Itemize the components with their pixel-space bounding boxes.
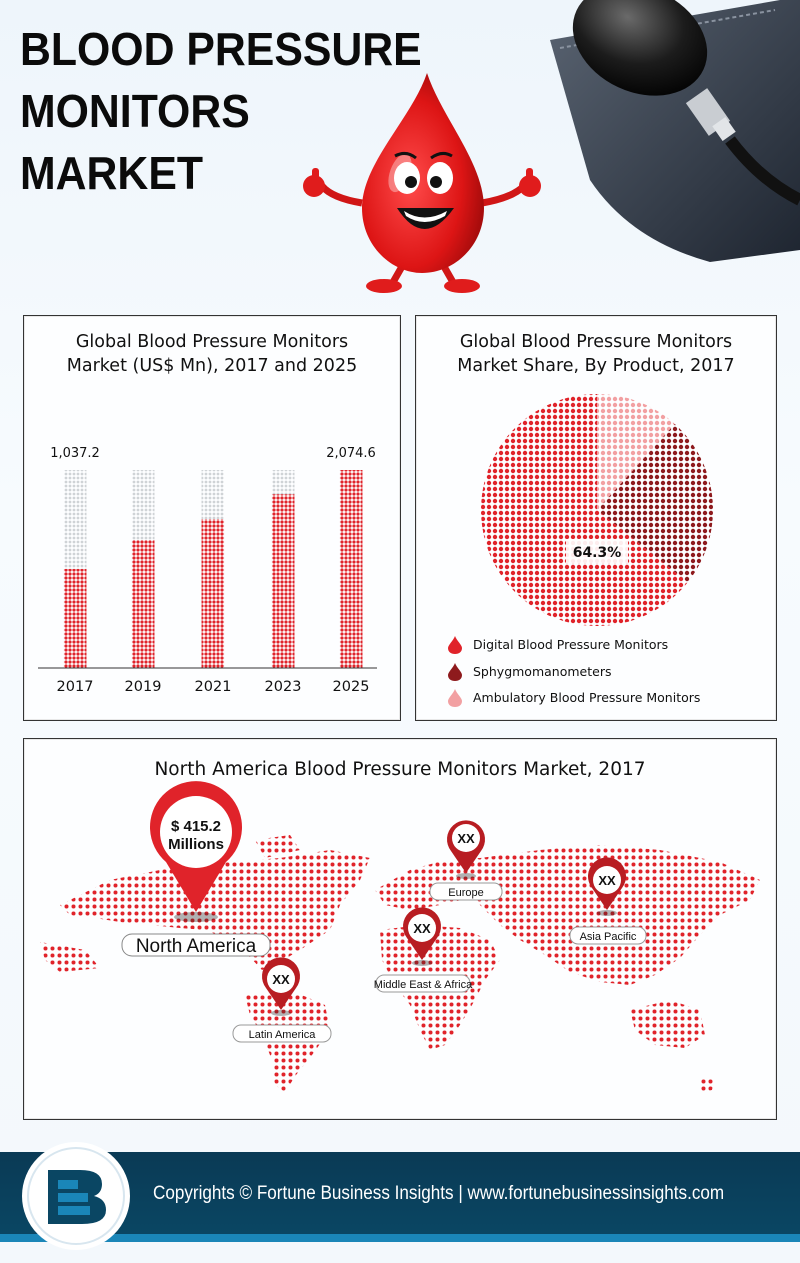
bar-2023 [271,494,295,668]
pie-chart-title-line-1: Global Blood Pressure Monitors [459,332,733,352]
bar-chart-title-line-2: Market (US$ Mn), 2017 and 2025 [66,356,358,376]
footer-bar [0,1152,800,1234]
latin-america-value: XX [272,972,290,987]
mea-label: Middle East & Africa [374,979,473,991]
x-tick-label: 2025 [333,679,370,695]
market-size-bar-chart-panel: Global Blood Pressure Monitors Market (U… [23,315,401,721]
blood-drop-mascot-icon [303,73,541,293]
north-america-unit: Millions [168,836,224,853]
footer-stripe [0,1234,800,1242]
mea-value: XX [413,921,431,936]
title-line-2: MONITORS [20,85,250,137]
title-line-1: BLOOD PRESSURE [20,23,422,75]
bar-data-label: 2,074.6 [326,446,376,461]
map-pin-asia-pacific[interactable]: XX [588,857,626,916]
map-new-zealand [700,1076,715,1092]
legend-drop-icon [448,689,462,707]
map-greenland-edge [255,835,300,858]
bar-2019 [131,540,155,668]
map-alaska-islands [40,942,100,972]
map-title: North America Blood Pressure Monitors Ma… [154,759,646,780]
bar-chart-title-line-1: Global Blood Pressure Monitors [75,332,349,352]
asia-pacific-label: Asia Pacific [580,931,637,943]
north-america-label: North America [136,936,257,957]
page-title: BLOOD PRESSURE MONITORS MARKET [20,18,422,204]
map-pin-europe[interactable]: XX [447,820,485,879]
x-tick-label: 2021 [195,679,232,695]
legend-drop-icon [448,636,462,654]
bar-2025 [339,470,363,668]
legend-label: Sphygmomanometers [473,664,612,679]
north-america-value: $ 415.2 [171,818,221,835]
map-australia [630,1000,705,1048]
map-pin-latin-america[interactable]: XX [261,957,300,1016]
bar-2017 [63,569,87,668]
bar-2021 [201,519,225,668]
logo-icon [22,1142,130,1250]
x-tick-label: 2017 [57,679,94,695]
map-north-america [60,850,370,970]
legend-drop-icon [448,663,462,681]
map-pin-middle-east-africa[interactable]: XX [402,907,441,966]
title-line-3: MARKET [20,147,203,199]
x-tick-label: 2023 [265,679,302,695]
blood-pressure-bulb-device-icon [550,0,800,262]
footer-copyright: Copyrights © Fortune Business Insights |… [153,1183,725,1204]
legend-label: Digital Blood Pressure Monitors [473,637,669,652]
bar-data-label: 1,037.2 [50,446,100,461]
asia-pacific-value: XX [598,873,616,888]
pie-chart-title: Global Blood Pressure Monitors Market Sh… [416,330,776,378]
europe-label: Europe [448,887,483,899]
map-pin-north-america[interactable]: $ 415.2 Millions [150,781,242,922]
pie-chart-title-line-2: Market Share, By Product, 2017 [457,356,735,376]
europe-value: XX [457,831,475,846]
map-asia [470,845,760,985]
bar-chart-title: Global Blood Pressure Monitors Market (U… [24,330,400,378]
legend-label: Ambulatory Blood Pressure Monitors [473,690,701,705]
x-tick-label: 2019 [125,679,162,695]
bar-chart: 2017 1,037.2 2019 2021 2023 2025 2,074.6 [38,446,377,695]
latin-america-label: Latin America [249,1029,317,1041]
